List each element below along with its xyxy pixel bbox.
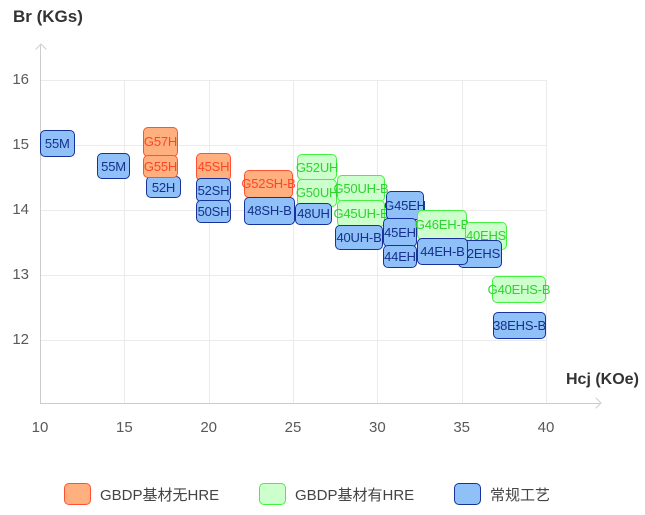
grade-box-40uh-b[interactable]: 40UH-B: [335, 224, 384, 251]
x-axis-arrow-icon: [590, 397, 602, 409]
x-axis-title: Hcj (KOe): [566, 371, 639, 388]
grade-box-g55h[interactable]: G55H: [143, 154, 178, 179]
grade-box-45sh[interactable]: 45SH: [196, 152, 231, 181]
legend-label-blue: 常规工艺: [490, 486, 551, 504]
grade-box-50sh[interactable]: 50SH: [196, 200, 231, 223]
gridline-horizontal: [40, 275, 546, 276]
grade-box-44eh-b[interactable]: 44EH-B: [416, 237, 468, 266]
gridline-vertical: [124, 80, 126, 403]
legend-item-orange[interactable]: GBDP基材无HRE: [64, 483, 219, 505]
legend-label-green: GBDP基材有HRE: [295, 486, 415, 504]
x-tick-label: 35: [453, 419, 471, 436]
x-tick-label: 30: [368, 419, 386, 436]
legend-label-orange: GBDP基材无HRE: [100, 486, 220, 504]
grade-box-g45uh-b[interactable]: G45UH-B: [333, 200, 389, 227]
gridline-horizontal: [40, 145, 546, 146]
y-tick-label: 16: [12, 71, 29, 88]
grade-box-g50uh[interactable]: G50UH: [296, 178, 338, 207]
grade-box-45eh[interactable]: 45EH: [383, 217, 417, 248]
legend-swatch-blue: [454, 483, 481, 505]
y-tick-label: 12: [12, 331, 29, 348]
legend-swatch-green: [259, 483, 286, 505]
gridline-vertical: [293, 80, 294, 403]
grade-box-52sh[interactable]: 52SH: [196, 178, 231, 203]
gridline-horizontal: [40, 340, 546, 341]
grade-box-g40ehs-b[interactable]: G40EHS-B: [488, 276, 551, 303]
gridline-vertical: [208, 80, 210, 403]
grade-box-48sh-b[interactable]: 48SH-B: [243, 197, 296, 225]
y-axis-arrow-icon: [34, 43, 47, 55]
x-tick-label: 20: [200, 419, 217, 436]
x-tick-label: 10: [31, 419, 49, 436]
gridline-vertical: [546, 80, 547, 403]
grade-box-g57h[interactable]: G57H: [143, 126, 178, 157]
x-tick-label: 25: [284, 419, 302, 436]
grade-box-55m[interactable]: 55M: [40, 130, 75, 157]
grade-box-g50uh-b[interactable]: G50UH-B: [333, 174, 389, 203]
x-tick-label: 15: [115, 419, 133, 436]
grade-box-42ehs[interactable]: 42EHS: [457, 239, 502, 268]
y-tick-label: 13: [12, 266, 29, 283]
y-tick-label: 14: [12, 201, 29, 218]
y-tick-label: 15: [12, 136, 29, 153]
y-axis-line: [40, 45, 41, 403]
grade-box-g52uh[interactable]: G52UH: [296, 154, 338, 181]
grade-box-52h[interactable]: 52H: [145, 176, 181, 199]
grade-box-55m[interactable]: 55M: [97, 152, 131, 180]
gridline-horizontal: [40, 80, 546, 81]
grade-box-48uh[interactable]: 48UH: [295, 202, 332, 225]
grade-box-g46eh-b[interactable]: G46EH-B: [415, 210, 469, 240]
x-axis-line: [40, 403, 600, 404]
grade-box-g52sh-b[interactable]: G52SH-B: [241, 169, 296, 199]
x-tick-label: 40: [537, 419, 555, 436]
legend-item-green[interactable]: GBDP基材有HRE: [259, 483, 414, 505]
legend-item-blue[interactable]: 常规工艺: [454, 483, 550, 505]
grade-box-44eh[interactable]: 44EH: [383, 245, 417, 268]
y-axis-title: Br (KGs): [13, 7, 83, 26]
legend-swatch-orange: [64, 483, 91, 505]
grade-box-38ehs-b[interactable]: 38EHS-B: [493, 312, 546, 339]
